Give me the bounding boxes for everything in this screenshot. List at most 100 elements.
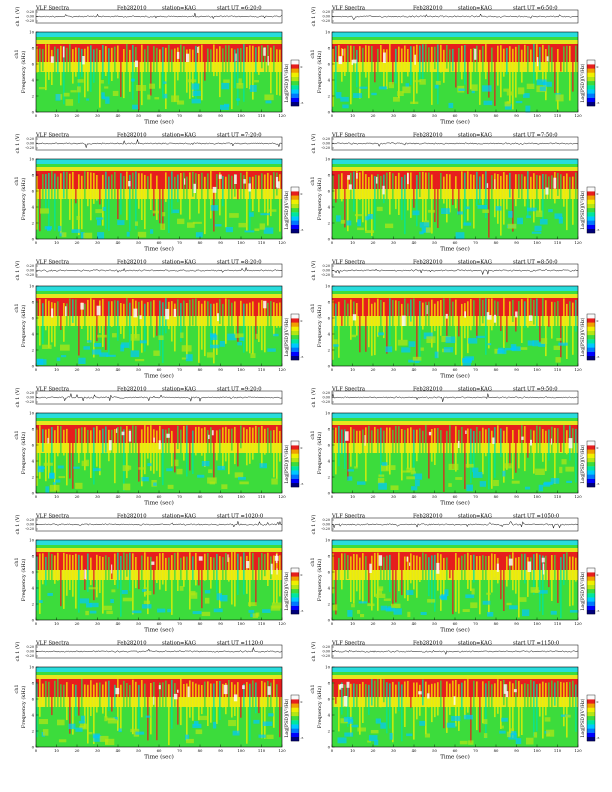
spectral-streak [114,429,116,483]
noise-patch [532,232,542,234]
y-tick-label: 6 [32,315,35,320]
spectral-streak [392,300,394,359]
spectral-streak [449,49,451,97]
saturated-speck [184,178,185,184]
spectral-streak [500,428,502,457]
spectral-streak [386,682,388,733]
spectral-streak [174,49,176,102]
spectral-streak [443,431,445,492]
band-top [332,540,578,545]
noise-patch [113,91,119,96]
x-axis-label: Time (sec) [144,627,174,634]
saturated-speck [47,438,48,444]
noise-patch [532,590,541,592]
x-tick-label: 10 [54,748,59,753]
spectral-streak [105,426,107,452]
noise-patch [512,481,520,484]
x-tick-label: 120 [574,748,582,753]
x-tick-label: 110 [258,748,266,753]
colorbar-tick-label: -5 [597,101,600,105]
spectral-streak [138,173,140,209]
noise-patch [202,612,211,616]
spectral-streak [174,553,176,600]
saturated-speck [111,565,112,574]
ch-tick-label: 0.20 [322,264,330,268]
ch-axis-label: ch 1 (V) [14,642,21,662]
noise-patch [456,232,465,239]
x-tick-label: 30 [391,367,396,372]
spectral-streak [177,175,179,203]
spectral-streak [150,301,152,362]
spectral-streak [168,428,170,457]
noise-patch [211,205,218,211]
colorbar-segment [587,576,595,580]
spectral-streak [96,49,98,105]
spectral-streak [267,428,269,460]
spectral-streak [237,48,239,105]
y-tick-label: 10 [325,283,330,288]
x-tick-label: 100 [237,113,245,118]
spectral-streak [273,46,275,81]
spectral-streak [422,303,424,330]
colorbar-segment [291,589,299,593]
saturated-speck [529,315,533,321]
colorbar-tick-label: -5 [301,736,304,740]
noise-patch [357,228,364,231]
noise-patch [64,93,70,97]
x-tick-label: 80 [494,494,499,499]
y-tick-label: 2 [328,474,331,479]
spectral-streak [560,557,562,618]
colorbar-segment [587,610,595,614]
spectral-streak [156,302,158,336]
colorbar-segment [291,208,299,212]
noise-patch [414,474,422,480]
x-axis-label: Time (sec) [440,627,470,634]
spectral-streak [491,175,493,217]
y-tick-label: 8 [32,45,35,50]
colorbar-segment [291,64,299,68]
x-tick-label: 80 [494,748,499,753]
noise-patch [123,465,130,471]
spectral-streak [461,556,463,611]
noise-patch [210,345,220,349]
colorbar-segment [291,93,299,97]
spectral-streak [105,172,107,230]
x-tick-label: 60 [453,240,458,245]
spectral-streak [413,555,415,589]
spectral-streak [533,681,535,736]
noise-patch [213,722,216,729]
spectral-streak [183,426,185,461]
spectral-streak [51,554,53,604]
saturated-speck [236,54,237,62]
x-tick-label: 110 [554,494,562,499]
noise-patch [40,208,49,213]
colorbar-segment [291,229,299,233]
spectral-streak [392,557,394,606]
spectral-streak [264,554,266,576]
x-tick-label: 0 [331,367,334,372]
spectral-streak [338,174,340,219]
spectral-streak [389,428,391,475]
colorbar [587,314,595,360]
saturated-speck [492,438,494,445]
saturated-speck [129,431,131,442]
ch-tick-label: 0.20 [26,645,34,649]
colorbar-segment [291,728,299,732]
ch-tick-label: -0.20 [25,527,34,531]
spectral-streak [258,427,260,485]
spectral-streak [362,682,364,723]
x-tick-label: 30 [95,621,100,626]
x-tick-label: 110 [554,367,562,372]
spectral-streak [78,48,80,103]
spectral-streak [231,552,233,604]
saturated-speck [427,693,429,698]
spectral-streak [527,46,529,97]
spectral-streak [365,556,367,617]
saturated-speck [194,184,197,193]
spectral-streak [264,175,266,213]
noise-patch [177,219,184,224]
spectral-streak [383,679,385,702]
noise-patch [188,79,196,82]
y-tick-label: 10 [29,156,34,161]
saturated-speck [186,54,189,62]
